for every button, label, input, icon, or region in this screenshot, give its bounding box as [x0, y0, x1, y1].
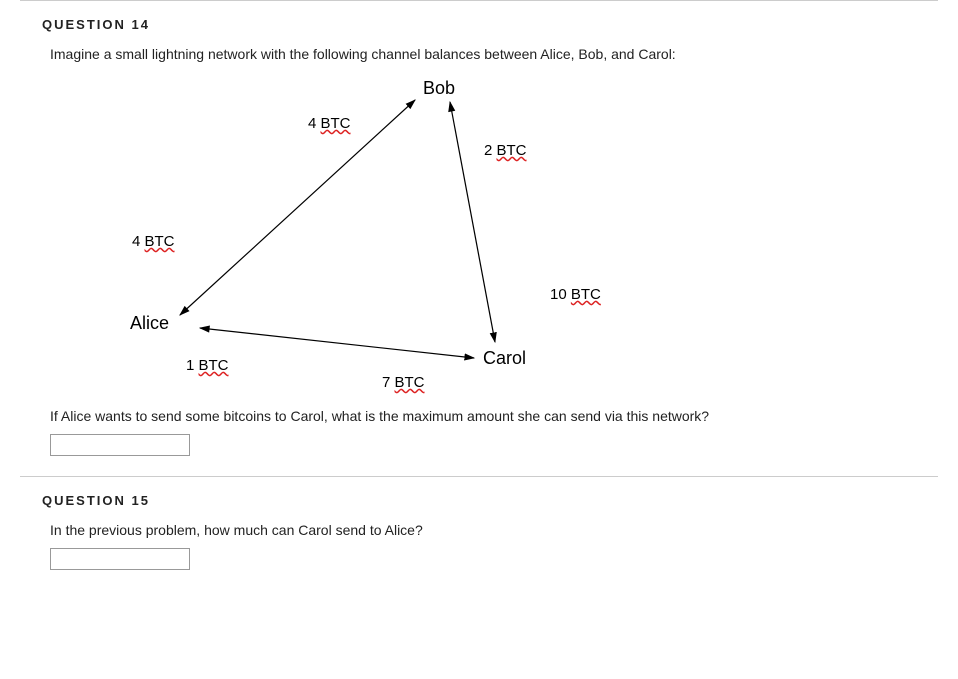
btc-text: BTC	[571, 286, 601, 303]
amount-bob-to-alice: 4	[132, 233, 140, 250]
label-bob-to-carol: 2 BTC	[484, 142, 527, 159]
lightning-network-diagram: Alice Bob Carol 4 BTC 4 BTC 2 BTC 10 BTC…	[70, 70, 670, 400]
question-15-body: In the previous problem, how much can Ca…	[50, 522, 938, 570]
btc-text: BTC	[395, 374, 425, 391]
label-carol-to-bob: 10 BTC	[550, 286, 601, 303]
amount-alice-to-carol: 7	[382, 374, 390, 391]
amount-carol-to-alice: 1	[186, 357, 194, 374]
label-alice-to-carol: 7 BTC	[382, 374, 425, 391]
label-alice-to-bob: 4 BTC	[308, 115, 351, 132]
btc-text: BTC	[321, 115, 351, 132]
node-carol: Carol	[483, 348, 526, 369]
question-14-header: QUESTION 14	[42, 17, 938, 32]
node-bob: Bob	[423, 78, 455, 99]
node-alice: Alice	[130, 313, 169, 334]
question-14-intro: Imagine a small lightning network with t…	[50, 46, 938, 62]
label-carol-to-alice: 1 BTC	[186, 357, 229, 374]
question-15-header: QUESTION 15	[42, 493, 938, 508]
question-14-followup: If Alice wants to send some bitcoins to …	[50, 408, 938, 424]
question-15-prompt: In the previous problem, how much can Ca…	[50, 522, 938, 538]
question-14-body: Imagine a small lightning network with t…	[50, 46, 938, 456]
question-15-answer-input[interactable]	[50, 548, 190, 570]
amount-alice-to-bob: 4	[308, 115, 316, 132]
amount-carol-to-bob: 10	[550, 286, 567, 303]
amount-bob-to-carol: 2	[484, 142, 492, 159]
btc-text: BTC	[199, 357, 229, 374]
btc-text: BTC	[497, 142, 527, 159]
label-bob-to-alice: 4 BTC	[132, 233, 175, 250]
question-14-answer-input[interactable]	[50, 434, 190, 456]
btc-text: BTC	[145, 233, 175, 250]
question-15-block: QUESTION 15 In the previous problem, how…	[20, 476, 938, 590]
question-14-block: QUESTION 14 Imagine a small lightning ne…	[20, 0, 938, 476]
